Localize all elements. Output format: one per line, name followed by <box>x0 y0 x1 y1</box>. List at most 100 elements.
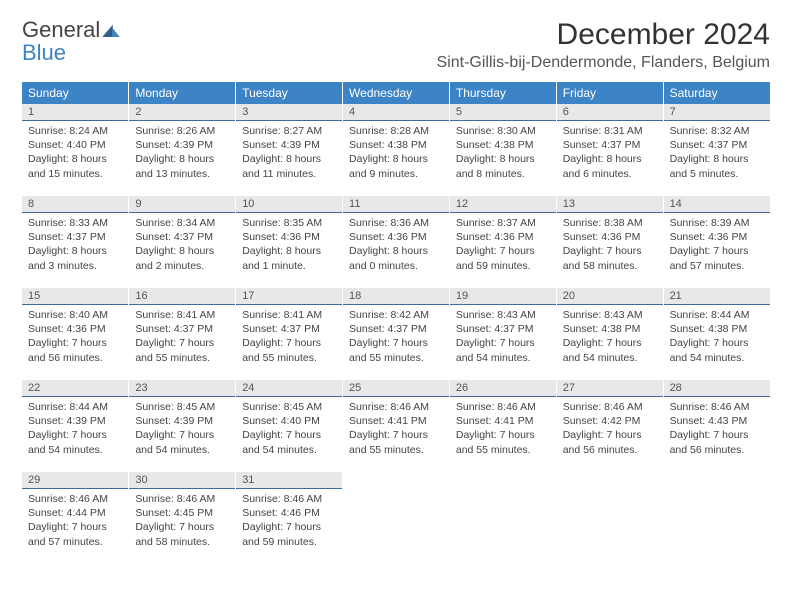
calendar-day-cell: 21Sunrise: 8:44 AMSunset: 4:38 PMDayligh… <box>663 288 770 380</box>
weekday-header: Saturday <box>663 82 770 104</box>
calendar-day-cell: 26Sunrise: 8:46 AMSunset: 4:41 PMDayligh… <box>449 380 556 472</box>
daylight-line-1: Daylight: 7 hours <box>242 520 336 534</box>
daylight-line-2: and 58 minutes. <box>563 259 657 273</box>
calendar-day-cell: 17Sunrise: 8:41 AMSunset: 4:37 PMDayligh… <box>236 288 343 380</box>
sunrise-line: Sunrise: 8:45 AM <box>135 400 229 414</box>
day-details: Sunrise: 8:46 AMSunset: 4:43 PMDaylight:… <box>664 397 770 460</box>
day-number: 21 <box>664 288 770 305</box>
sunrise-line: Sunrise: 8:27 AM <box>242 124 336 138</box>
daylight-line-1: Daylight: 7 hours <box>349 336 443 350</box>
day-details: Sunrise: 8:38 AMSunset: 4:36 PMDaylight:… <box>557 213 663 276</box>
sunrise-line: Sunrise: 8:45 AM <box>242 400 336 414</box>
sunset-line: Sunset: 4:40 PM <box>242 414 336 428</box>
sunrise-line: Sunrise: 8:46 AM <box>135 492 229 506</box>
day-details: Sunrise: 8:40 AMSunset: 4:36 PMDaylight:… <box>22 305 128 368</box>
sunrise-line: Sunrise: 8:24 AM <box>28 124 122 138</box>
daylight-line-1: Daylight: 7 hours <box>135 336 229 350</box>
day-number: 23 <box>129 380 235 397</box>
sunset-line: Sunset: 4:37 PM <box>456 322 550 336</box>
daylight-line-2: and 54 minutes. <box>670 351 764 365</box>
weekday-header: Sunday <box>22 82 129 104</box>
calendar-day-cell: 13Sunrise: 8:38 AMSunset: 4:36 PMDayligh… <box>556 196 663 288</box>
sunrise-line: Sunrise: 8:42 AM <box>349 308 443 322</box>
calendar-day-cell: 2Sunrise: 8:26 AMSunset: 4:39 PMDaylight… <box>129 104 236 196</box>
day-details: Sunrise: 8:46 AMSunset: 4:46 PMDaylight:… <box>236 489 342 552</box>
calendar-day-cell: 27Sunrise: 8:46 AMSunset: 4:42 PMDayligh… <box>556 380 663 472</box>
day-number: 15 <box>22 288 128 305</box>
calendar-day-cell: .. <box>449 472 556 564</box>
day-number: 4 <box>343 104 449 121</box>
sunset-line: Sunset: 4:37 PM <box>242 322 336 336</box>
sunrise-line: Sunrise: 8:46 AM <box>349 400 443 414</box>
daylight-line-1: Daylight: 7 hours <box>563 428 657 442</box>
day-details: Sunrise: 8:46 AMSunset: 4:41 PMDaylight:… <box>343 397 449 460</box>
sunset-line: Sunset: 4:37 PM <box>670 138 764 152</box>
daylight-line-1: Daylight: 7 hours <box>135 520 229 534</box>
daylight-line-2: and 3 minutes. <box>28 259 122 273</box>
day-number: 20 <box>557 288 663 305</box>
day-number: 25 <box>343 380 449 397</box>
weekday-header: Wednesday <box>343 82 450 104</box>
calendar-day-cell: 3Sunrise: 8:27 AMSunset: 4:39 PMDaylight… <box>236 104 343 196</box>
day-number: 28 <box>664 380 770 397</box>
sunset-line: Sunset: 4:38 PM <box>563 322 657 336</box>
daylight-line-2: and 56 minutes. <box>563 443 657 457</box>
sunrise-line: Sunrise: 8:30 AM <box>456 124 550 138</box>
calendar-day-cell: 20Sunrise: 8:43 AMSunset: 4:38 PMDayligh… <box>556 288 663 380</box>
sunrise-line: Sunrise: 8:34 AM <box>135 216 229 230</box>
daylight-line-2: and 2 minutes. <box>135 259 229 273</box>
calendar-day-cell: .. <box>343 472 450 564</box>
daylight-line-2: and 11 minutes. <box>242 167 336 181</box>
day-details: Sunrise: 8:41 AMSunset: 4:37 PMDaylight:… <box>129 305 235 368</box>
calendar-day-cell: 19Sunrise: 8:43 AMSunset: 4:37 PMDayligh… <box>449 288 556 380</box>
daylight-line-1: Daylight: 7 hours <box>670 336 764 350</box>
sunrise-line: Sunrise: 8:39 AM <box>670 216 764 230</box>
sunset-line: Sunset: 4:44 PM <box>28 506 122 520</box>
calendar-day-cell: 25Sunrise: 8:46 AMSunset: 4:41 PMDayligh… <box>343 380 450 472</box>
daylight-line-1: Daylight: 7 hours <box>28 428 122 442</box>
daylight-line-2: and 5 minutes. <box>670 167 764 181</box>
day-details: Sunrise: 8:43 AMSunset: 4:38 PMDaylight:… <box>557 305 663 368</box>
daylight-line-2: and 59 minutes. <box>456 259 550 273</box>
calendar-week-row: 1Sunrise: 8:24 AMSunset: 4:40 PMDaylight… <box>22 104 770 196</box>
sunset-line: Sunset: 4:41 PM <box>349 414 443 428</box>
daylight-line-2: and 55 minutes. <box>242 351 336 365</box>
day-number: 16 <box>129 288 235 305</box>
daylight-line-2: and 54 minutes. <box>456 351 550 365</box>
calendar-day-cell: 7Sunrise: 8:32 AMSunset: 4:37 PMDaylight… <box>663 104 770 196</box>
daylight-line-2: and 9 minutes. <box>349 167 443 181</box>
day-number: 12 <box>450 196 556 213</box>
sunrise-line: Sunrise: 8:46 AM <box>242 492 336 506</box>
day-number: 3 <box>236 104 342 121</box>
calendar-day-cell: 29Sunrise: 8:46 AMSunset: 4:44 PMDayligh… <box>22 472 129 564</box>
day-details: Sunrise: 8:32 AMSunset: 4:37 PMDaylight:… <box>664 121 770 184</box>
day-details: Sunrise: 8:45 AMSunset: 4:39 PMDaylight:… <box>129 397 235 460</box>
weekday-header-row: SundayMondayTuesdayWednesdayThursdayFrid… <box>22 82 770 104</box>
sunset-line: Sunset: 4:37 PM <box>563 138 657 152</box>
sunrise-line: Sunrise: 8:46 AM <box>563 400 657 414</box>
sunset-line: Sunset: 4:39 PM <box>242 138 336 152</box>
month-title: December 2024 <box>437 18 770 52</box>
day-details: Sunrise: 8:33 AMSunset: 4:37 PMDaylight:… <box>22 213 128 276</box>
day-details: Sunrise: 8:46 AMSunset: 4:45 PMDaylight:… <box>129 489 235 552</box>
sunset-line: Sunset: 4:42 PM <box>563 414 657 428</box>
sunrise-line: Sunrise: 8:32 AM <box>670 124 764 138</box>
calendar-day-cell: 28Sunrise: 8:46 AMSunset: 4:43 PMDayligh… <box>663 380 770 472</box>
sunset-line: Sunset: 4:36 PM <box>349 230 443 244</box>
daylight-line-2: and 58 minutes. <box>135 535 229 549</box>
sunrise-line: Sunrise: 8:46 AM <box>456 400 550 414</box>
weekday-header: Thursday <box>449 82 556 104</box>
day-details: Sunrise: 8:45 AMSunset: 4:40 PMDaylight:… <box>236 397 342 460</box>
day-number: 5 <box>450 104 556 121</box>
calendar-day-cell: 8Sunrise: 8:33 AMSunset: 4:37 PMDaylight… <box>22 196 129 288</box>
daylight-line-1: Daylight: 8 hours <box>135 152 229 166</box>
sunset-line: Sunset: 4:45 PM <box>135 506 229 520</box>
sunset-line: Sunset: 4:37 PM <box>135 322 229 336</box>
day-number: 31 <box>236 472 342 489</box>
calendar-day-cell: 16Sunrise: 8:41 AMSunset: 4:37 PMDayligh… <box>129 288 236 380</box>
sunrise-line: Sunrise: 8:40 AM <box>28 308 122 322</box>
sunset-line: Sunset: 4:40 PM <box>28 138 122 152</box>
day-details: Sunrise: 8:46 AMSunset: 4:44 PMDaylight:… <box>22 489 128 552</box>
day-number: 8 <box>22 196 128 213</box>
calendar-day-cell: 12Sunrise: 8:37 AMSunset: 4:36 PMDayligh… <box>449 196 556 288</box>
